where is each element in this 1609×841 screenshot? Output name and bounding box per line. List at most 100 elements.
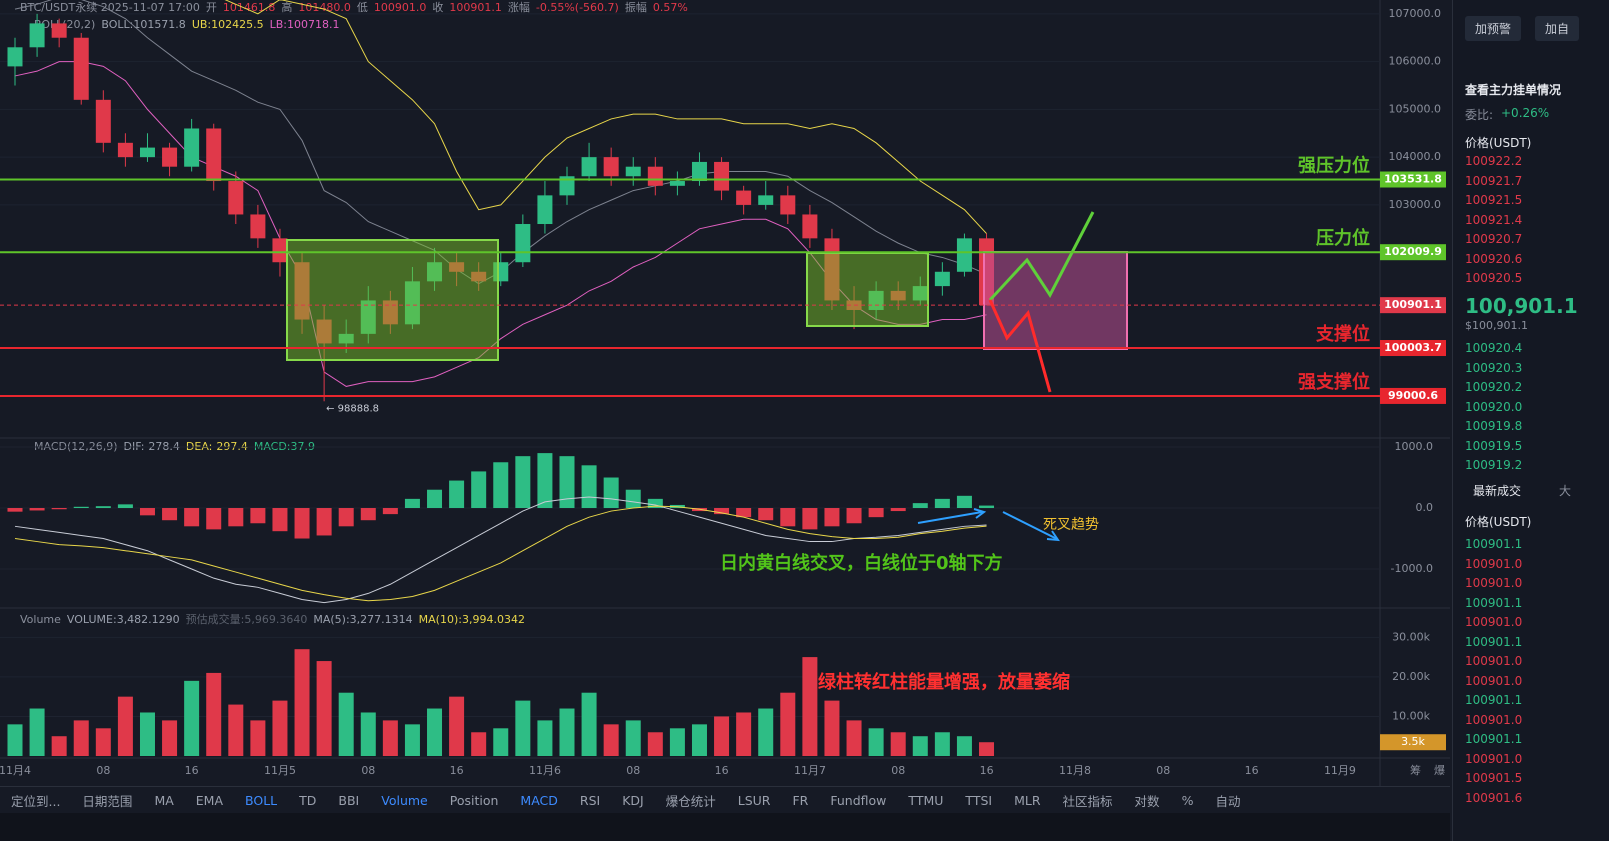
trade-price: 100901.0	[1465, 576, 1523, 590]
toolbar-item[interactable]: TD	[299, 792, 317, 808]
macd-bar	[824, 508, 840, 527]
macd-bar	[846, 508, 862, 524]
ratio-value: +0.26%	[1501, 106, 1550, 120]
macd-bar	[647, 498, 663, 509]
toolbar-item[interactable]: 自动	[1215, 793, 1241, 809]
level-name: 压力位	[1316, 227, 1370, 249]
macd-bar	[316, 508, 332, 536]
toolbar-item[interactable]: EMA	[195, 792, 224, 808]
x-tick-label: 08	[361, 764, 375, 777]
toolbar-item[interactable]: 爆仓统计	[665, 793, 716, 809]
legend-item: DIF:-278.4	[124, 440, 180, 453]
volume-bar	[956, 736, 972, 756]
x-tick-label: 08	[96, 764, 110, 777]
toolbar-item[interactable]: FR	[792, 792, 809, 808]
footer-bar	[0, 813, 1450, 841]
trade-price: 100901.0	[1465, 615, 1523, 629]
last-usd: $100,901.1	[1465, 319, 1528, 332]
toolbar-item[interactable]: 对数	[1134, 793, 1160, 809]
toolbar-item[interactable]: TTSI	[965, 792, 993, 808]
toolbar-item[interactable]: LSUR	[737, 792, 771, 808]
macd-bar	[7, 508, 23, 512]
legend-item: 高	[281, 0, 292, 14]
trades-title: 最新成交	[1473, 484, 1522, 498]
volume-bar	[934, 732, 950, 756]
toolbar-item[interactable]: 定位到...	[11, 793, 61, 809]
volume-bar	[206, 672, 222, 756]
toolbar-item[interactable]: BBI	[338, 792, 360, 808]
toolbar-item[interactable]: KDJ	[622, 792, 644, 808]
toolbar-item[interactable]: TTMU	[908, 792, 944, 808]
trade-price: 100901.6	[1465, 790, 1523, 805]
legend-item: 振幅	[625, 0, 647, 14]
trade-price: 100901.1	[1465, 732, 1523, 746]
volume-bar	[294, 649, 310, 756]
candle-body	[51, 23, 67, 38]
macd-bar	[272, 508, 288, 532]
toolbar-item[interactable]: %	[1181, 792, 1194, 808]
toolbar-item[interactable]: BOLL	[245, 792, 278, 808]
macd-bar	[559, 456, 575, 509]
legend-item: 101480.0	[298, 1, 351, 14]
y-tick-label: 1000.0	[1395, 440, 1434, 453]
macd-bar	[890, 508, 906, 512]
y-tick-label: 105000.0	[1389, 102, 1442, 115]
trade-price: 100901.0	[1465, 654, 1523, 668]
toolbar-item[interactable]: Position	[449, 792, 499, 808]
toolbar-item[interactable]: MLR	[1014, 792, 1041, 808]
candle-body	[802, 214, 818, 239]
toolbar-item[interactable]: MA	[154, 792, 174, 808]
macd-bar	[603, 477, 619, 509]
toolbar-item[interactable]: Volume	[381, 792, 428, 808]
toolbar-item[interactable]: 日期范围	[82, 793, 133, 809]
toolbar-item[interactable]: MACD	[520, 792, 558, 808]
drawings: 死叉趋势 日内黄白线交叉，白线位于0轴下方 绿柱转红柱能量增强，放量萎缩	[286, 211, 1128, 693]
level-price: 102009.9	[1384, 245, 1442, 258]
legend-item: Volume	[20, 613, 61, 626]
trade-price: 100901.1	[1465, 693, 1523, 707]
toolbar-item[interactable]: Fundflow	[830, 792, 887, 808]
arrow-head	[1046, 530, 1060, 542]
panel-button[interactable]: 加预警	[1465, 16, 1522, 41]
range-box	[806, 252, 929, 327]
legend-item: 收	[432, 0, 443, 14]
candle-body	[934, 271, 950, 287]
order-book-panel: 加预警 加自 查看主力挂单情况 委比: +0.26% 价格(USDT) 100922.2 10…	[1452, 0, 1609, 841]
macd-bar	[471, 471, 487, 509]
bid-price: 100919.5	[1465, 438, 1523, 453]
volume-bar	[382, 720, 398, 756]
legend-item: BOLL:101571.8	[101, 18, 185, 31]
trade-price: 100901.0	[1465, 751, 1523, 766]
volume-bar	[338, 692, 354, 756]
volume-bar	[117, 696, 133, 756]
candle-body	[515, 224, 531, 263]
volume-bar	[758, 708, 774, 756]
volume-bar	[802, 657, 818, 756]
volume-bar	[162, 720, 178, 756]
macd-bar	[714, 508, 730, 515]
y-tick-label: 104000.0	[1389, 150, 1442, 163]
macd-bar	[95, 506, 111, 509]
macd-bar	[736, 508, 752, 518]
range-box	[286, 239, 499, 361]
volume-bar	[272, 700, 288, 756]
x-tick-label: 16	[1245, 764, 1259, 777]
toolbar-item[interactable]: RSI	[579, 792, 601, 808]
y-tick-label: 0.0	[1416, 501, 1434, 514]
volume-bar	[493, 728, 509, 756]
legend-item: 预估成交量:5,969.3640	[186, 612, 308, 626]
ratio-label: 委比:	[1465, 108, 1494, 122]
trade-price: 100901.1	[1465, 537, 1523, 551]
volume-bar	[316, 661, 332, 756]
x-tick-label: 11月8	[1059, 764, 1091, 777]
level-tag	[1380, 297, 1446, 314]
candle-body	[537, 195, 553, 225]
arrow	[917, 511, 983, 524]
volume-bar	[736, 712, 752, 756]
volume-bar	[95, 728, 111, 756]
panel-button[interactable]: 加自	[1535, 16, 1580, 41]
level-price: 99000.6	[1388, 389, 1438, 402]
x-tick-label: 08	[1156, 764, 1170, 777]
volume-bar	[846, 720, 862, 756]
toolbar-item[interactable]: 社区指标	[1062, 793, 1113, 809]
